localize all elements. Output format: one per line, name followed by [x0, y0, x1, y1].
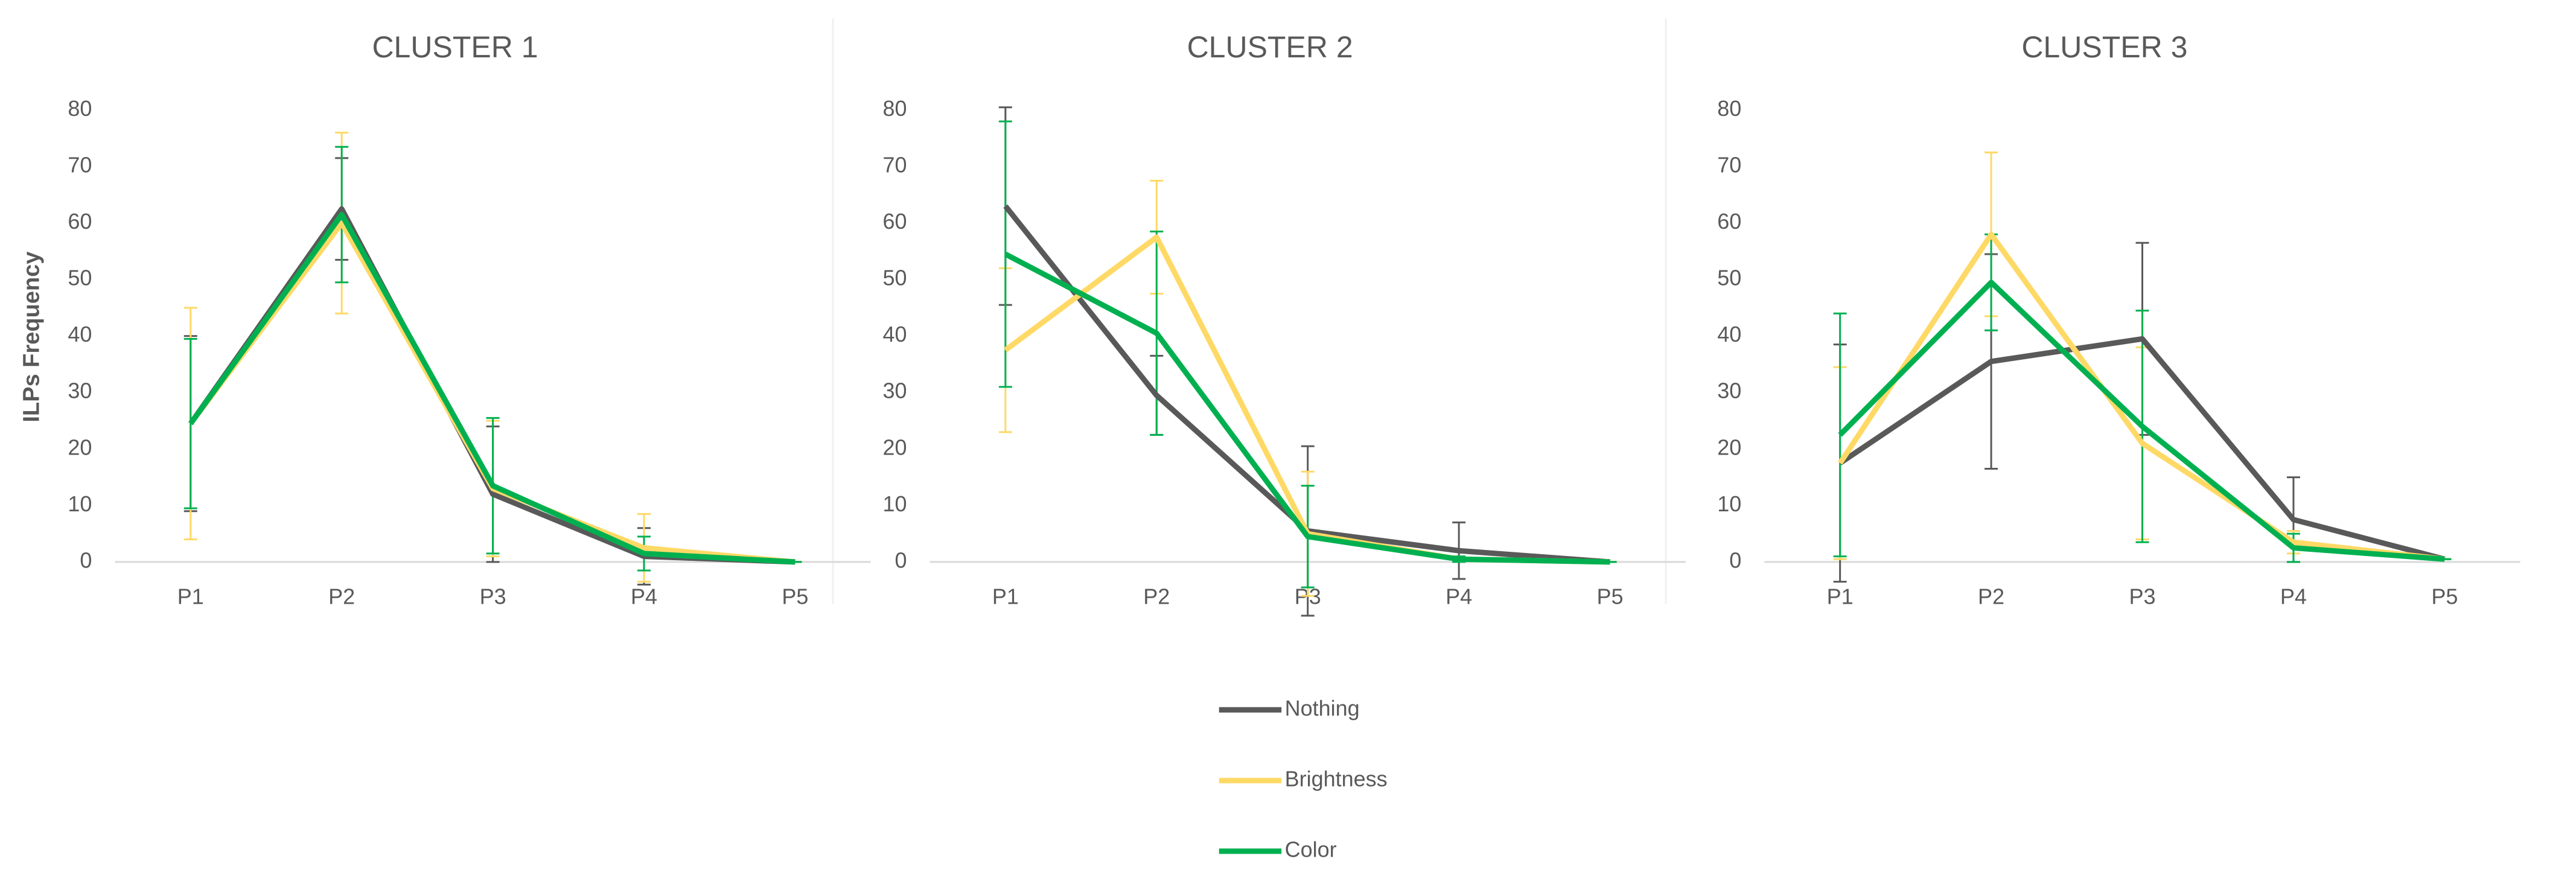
y-tick-label: 30 [68, 379, 92, 403]
y-tick-label: 40 [68, 322, 92, 347]
y-tick-label: 20 [68, 435, 92, 459]
y-tick-label: 0 [1729, 548, 1741, 572]
y-tick-label: 50 [1717, 266, 1741, 290]
x-tick-label: P2 [328, 584, 355, 609]
y-tick-label: 70 [68, 152, 92, 177]
x-tick-label: P2 [1978, 584, 2004, 609]
y-tick-label: 20 [1717, 435, 1741, 459]
x-tick-label: P4 [2280, 584, 2307, 609]
y-tick-label: 40 [882, 322, 907, 347]
x-tick-label: P1 [177, 584, 204, 609]
y-tick-label: 30 [1717, 379, 1741, 403]
x-tick-label: P1 [1827, 584, 1854, 609]
series-line [1838, 280, 2445, 562]
chart-title: CLUSTER 1 [372, 30, 538, 64]
x-tick-label: P4 [631, 584, 657, 609]
y-tick-label: 50 [882, 266, 907, 290]
series-line [1004, 251, 1610, 565]
x-tick-label: P5 [2431, 584, 2458, 609]
y-axis-label: ILPs Frequency [19, 252, 44, 423]
y-tick-label: 60 [68, 209, 92, 234]
x-tick-label: P3 [2129, 584, 2155, 609]
y-tick-label: 30 [882, 379, 907, 403]
x-tick-label: P3 [480, 584, 506, 609]
x-tick-label: P1 [992, 584, 1019, 609]
y-tick-label: 10 [882, 491, 907, 516]
chart-title: CLUSTER 2 [1187, 30, 1353, 64]
y-tick-label: 70 [1717, 152, 1741, 177]
y-tick-label: 40 [1717, 322, 1741, 347]
y-tick-label: 0 [895, 548, 907, 572]
y-tick-label: 80 [882, 96, 907, 121]
x-tick-label: P4 [1446, 584, 1472, 609]
legend-label: Brightness [1285, 766, 1388, 791]
y-tick-label: 80 [1717, 96, 1741, 121]
legend-label: Color [1285, 837, 1337, 862]
legend-label: Nothing [1285, 695, 1360, 720]
x-tick-label: P5 [1597, 584, 1624, 609]
y-tick-label: 70 [882, 152, 907, 177]
y-tick-label: 0 [80, 548, 92, 572]
series-line [188, 211, 795, 565]
series-line [1838, 336, 2446, 562]
y-tick-label: 10 [1717, 491, 1741, 516]
y-tick-label: 50 [68, 266, 92, 290]
y-tick-label: 60 [1717, 209, 1741, 234]
x-tick-label: P2 [1143, 584, 1170, 609]
series-line [1837, 231, 2445, 562]
y-tick-label: 10 [68, 491, 92, 516]
y-tick-label: 20 [882, 435, 907, 459]
x-tick-label: P5 [782, 584, 808, 609]
y-tick-label: 60 [882, 209, 907, 234]
chart-title: CLUSTER 3 [2021, 30, 2187, 64]
y-tick-label: 80 [68, 96, 92, 121]
